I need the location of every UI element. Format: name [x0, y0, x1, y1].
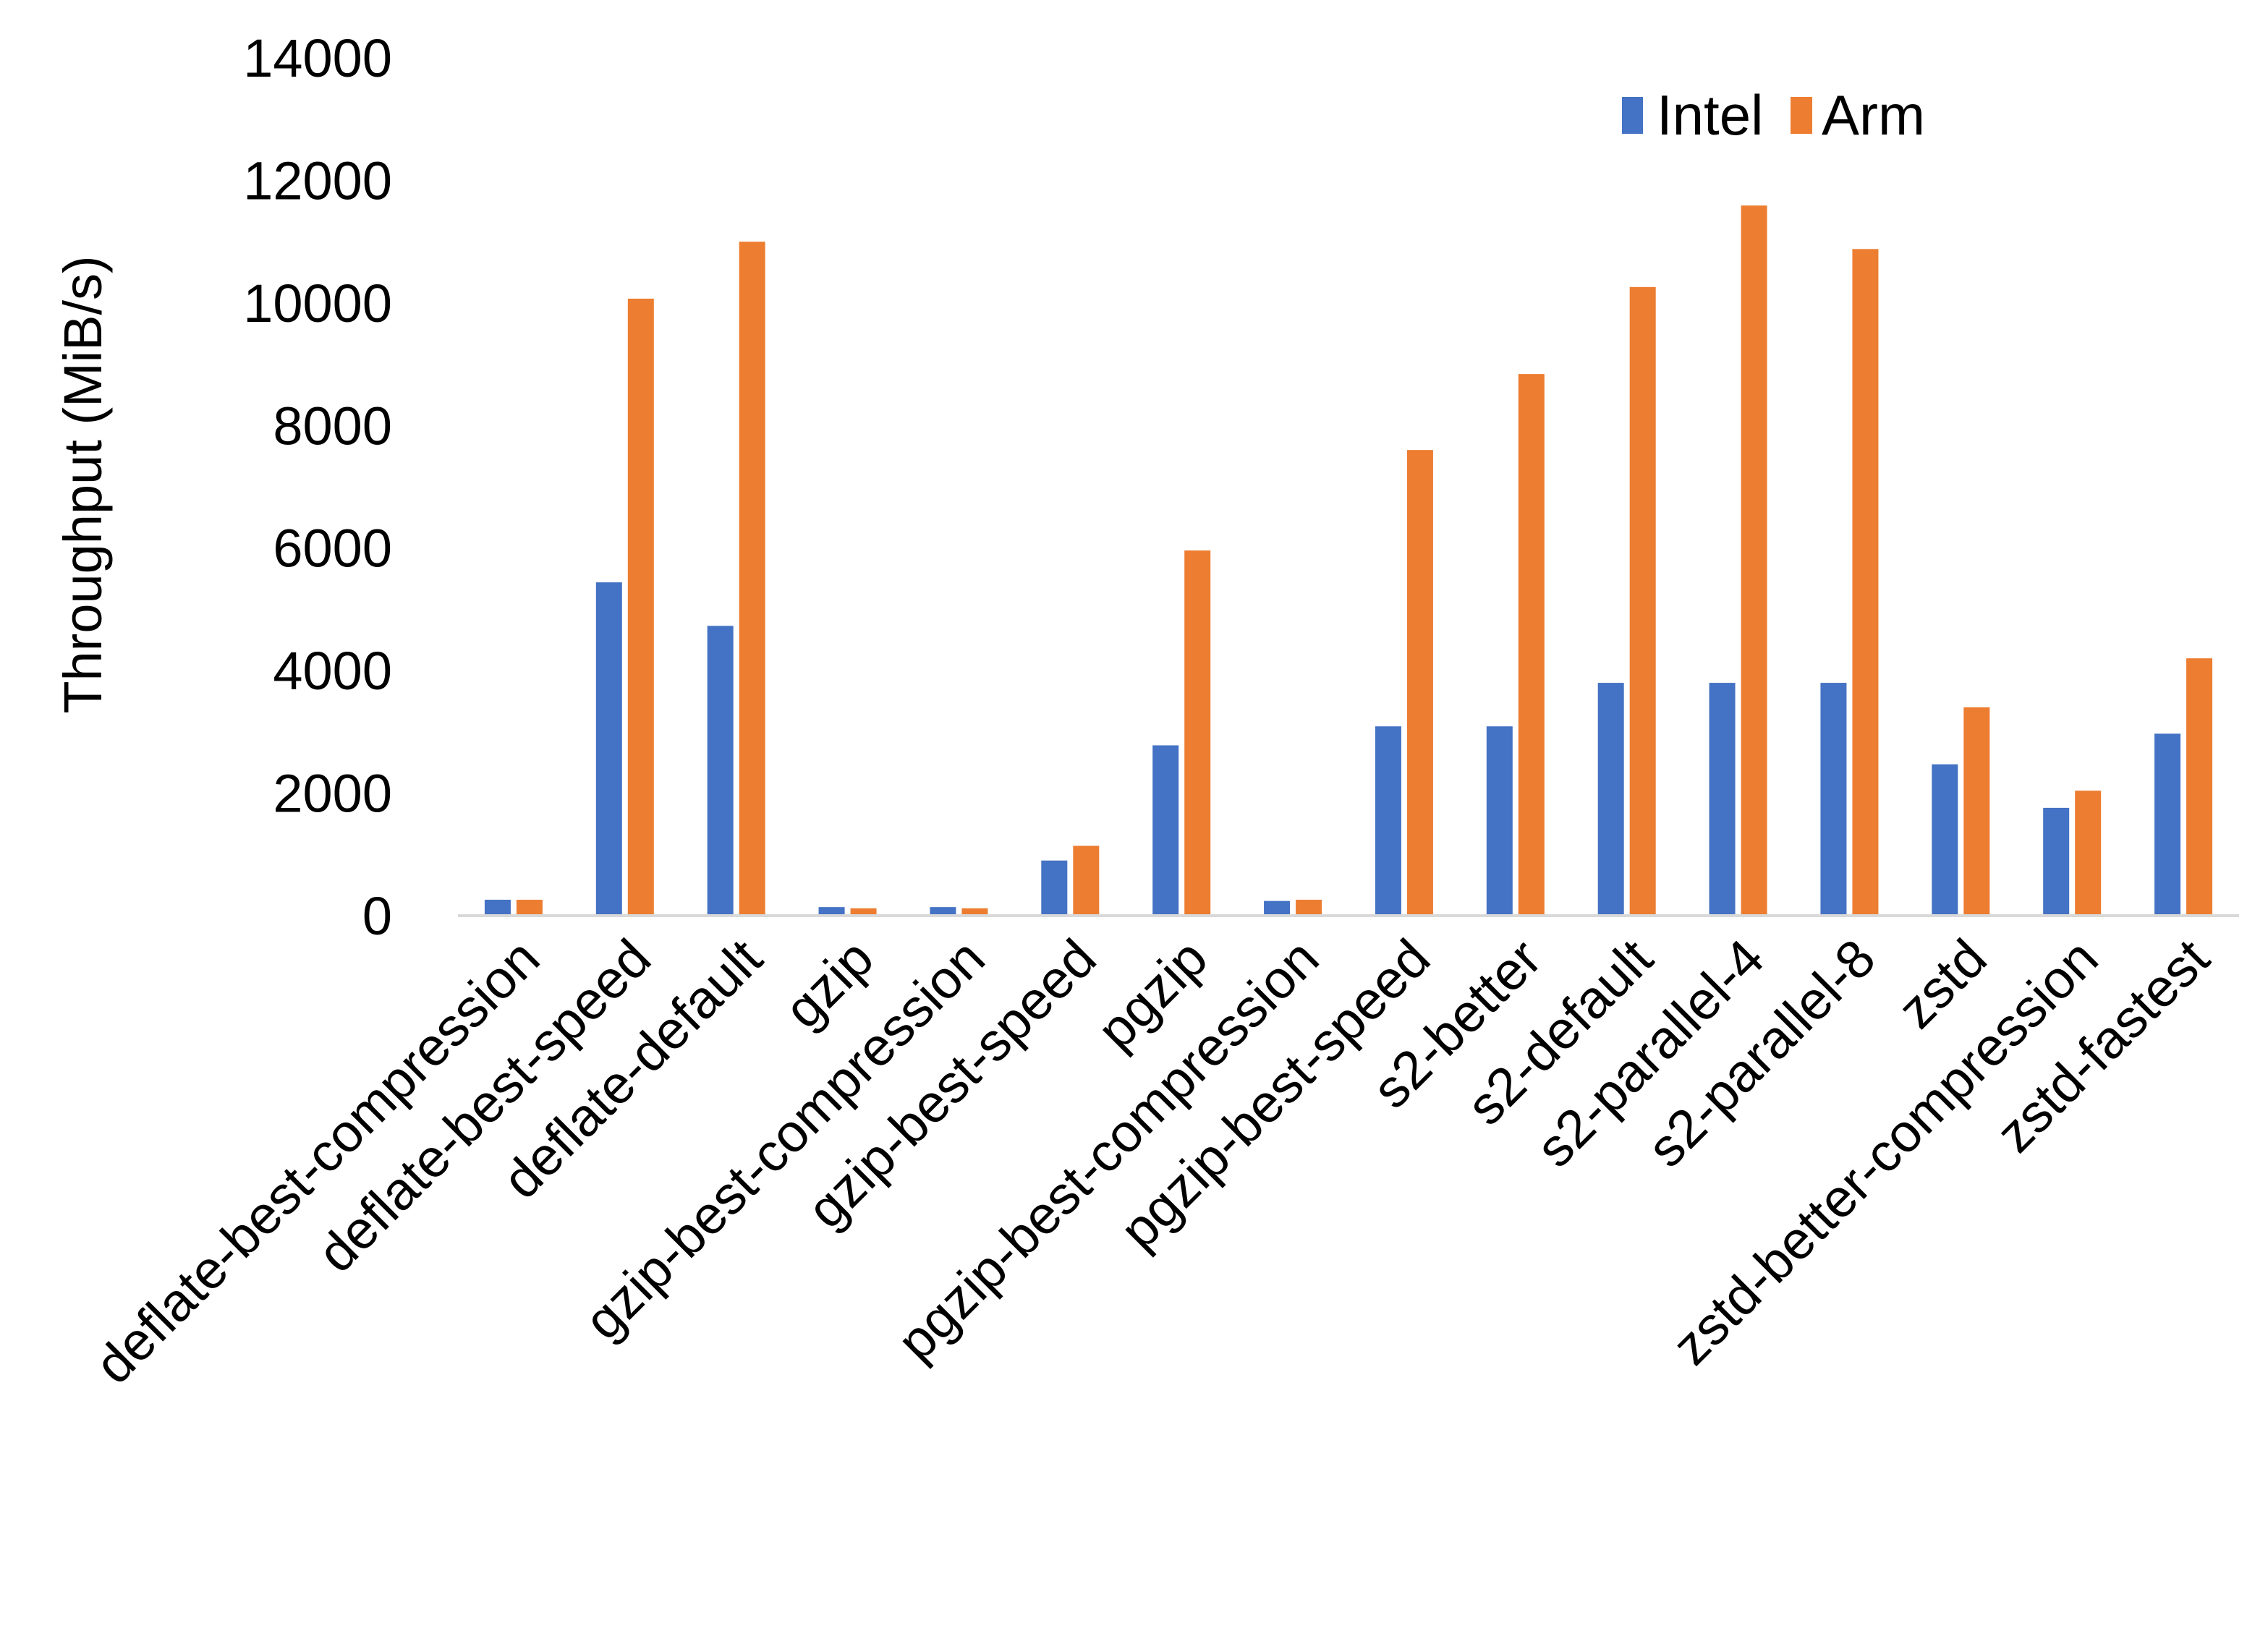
- bar-intel-gzip: [818, 907, 845, 916]
- y-tick-label: 0: [362, 886, 392, 946]
- bar-intel-pgzip-best-compression: [1264, 900, 1291, 916]
- bars: [484, 205, 2213, 916]
- y-tick-label: 8000: [273, 396, 392, 456]
- y-tick-label: 2000: [273, 764, 392, 824]
- bar-intel-s2-parallel-8: [1820, 683, 1847, 916]
- y-tick-label: 4000: [273, 641, 392, 701]
- bar-intel-s2-better: [1486, 726, 1513, 916]
- bar-arm-gzip: [850, 908, 877, 916]
- bar-arm-zstd: [1963, 707, 1990, 916]
- bar-intel-pgzip: [1152, 745, 1179, 916]
- bar-arm-gzip-best-compression: [961, 908, 988, 916]
- bar-arm-zstd-better-compression: [2075, 791, 2102, 916]
- bar-arm-s2-parallel-8: [1852, 249, 1879, 916]
- bar-arm-s2-parallel-4: [1741, 205, 1767, 916]
- y-tick-label: 6000: [273, 519, 392, 579]
- bar-arm-deflate-best-compression: [516, 899, 543, 916]
- bar-intel-deflate-best-compression: [484, 899, 511, 916]
- bar-intel-s2-default: [1597, 683, 1624, 916]
- bar-intel-s2-parallel-4: [1709, 683, 1736, 916]
- y-tick-label: 10000: [243, 273, 392, 333]
- legend-label-intel: Intel: [1657, 83, 1763, 147]
- bar-intel-gzip-best-compression: [930, 907, 956, 916]
- y-tick-label: 14000: [243, 28, 392, 88]
- bar-arm-pgzip-best-compression: [1296, 899, 1322, 916]
- legend-swatch-intel: [1622, 97, 1643, 134]
- bar-intel-zstd: [1932, 764, 1958, 916]
- y-axis-ticks: 0 2000 4000 6000 8000 10000 12000 14000: [243, 28, 392, 946]
- bar-arm-gzip-best-speed: [1073, 846, 1100, 916]
- bar-intel-zstd-fastest: [2154, 733, 2181, 916]
- bar-intel-zstd-better-compression: [2043, 807, 2070, 916]
- bar-intel-gzip-best-speed: [1041, 860, 1068, 916]
- bar-arm-pgzip: [1184, 550, 1211, 916]
- legend-label-arm: Arm: [1822, 83, 1925, 147]
- bar-intel-deflate-best-speed: [595, 582, 622, 916]
- x-tick-label: deflate-best-compression: [83, 928, 551, 1395]
- y-tick-label: 12000: [243, 150, 392, 210]
- bar-intel-pgzip-best-speed: [1375, 726, 1401, 916]
- bar-arm-pgzip-best-speed: [1406, 450, 1433, 916]
- x-axis-ticks: deflate-best-compressiondeflate-best-spe…: [83, 927, 2221, 1394]
- bar-arm-deflate-best-speed: [627, 298, 654, 916]
- bar-arm-s2-better: [1518, 374, 1545, 916]
- bar-arm-zstd-fastest: [2186, 658, 2213, 916]
- y-axis-label: Throughput (MiB/s): [53, 255, 113, 713]
- bar-arm-s2-default: [1629, 286, 1656, 916]
- bar-arm-deflate-default: [739, 242, 765, 916]
- bar-intel-deflate-default: [707, 626, 734, 916]
- legend: Intel Arm: [1622, 83, 1925, 147]
- legend-swatch-arm: [1791, 97, 1812, 134]
